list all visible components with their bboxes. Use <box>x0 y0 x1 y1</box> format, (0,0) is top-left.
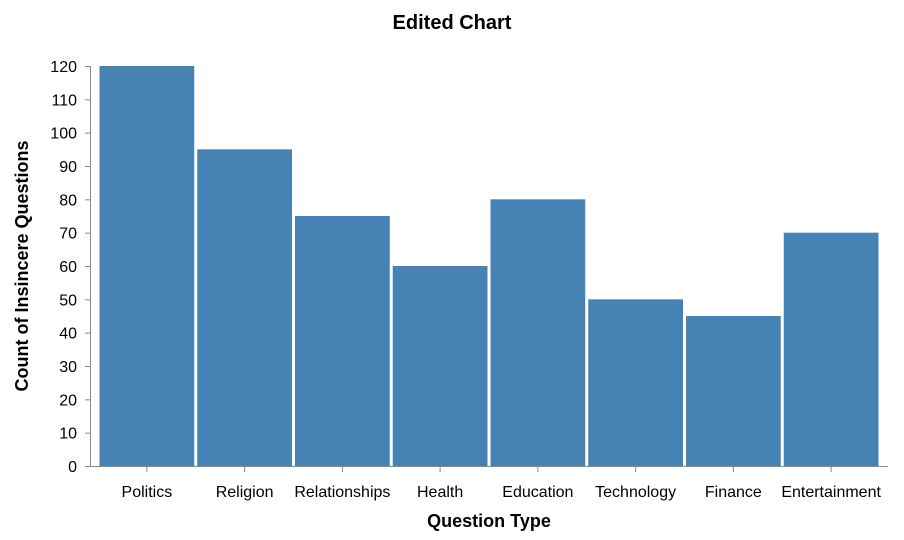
y-tick-label: 50 <box>59 292 77 309</box>
y-axis: 0 10 20 30 40 50 60 70 80 90 100 110 120 <box>50 59 91 476</box>
y-tick-label: 80 <box>59 192 77 209</box>
bar-health <box>392 266 488 466</box>
bar-education <box>490 199 586 466</box>
y-tick-label: 110 <box>51 92 77 109</box>
y-axis-title: Count of Insincere Questions <box>12 140 32 391</box>
y-tick-label: 40 <box>59 326 77 343</box>
y-tick-label: 0 <box>68 459 77 476</box>
x-tick-label: Politics <box>122 484 173 501</box>
bar-politics <box>99 66 195 466</box>
y-tick-label: 90 <box>59 159 77 176</box>
y-tick-label: 20 <box>59 392 77 409</box>
bar-finance <box>686 316 781 466</box>
x-axis: Politics Religion Relationships Health Educa… <box>90 466 888 501</box>
x-tick-label: Education <box>502 484 573 501</box>
bars-group <box>99 66 879 466</box>
x-tick-label: Religion <box>216 484 274 501</box>
bar-technology <box>588 299 683 466</box>
x-tick-label: Relationships <box>294 484 390 501</box>
x-tick-label: Health <box>417 484 463 501</box>
x-tick-label: Entertainment <box>781 484 881 501</box>
bar-religion <box>197 149 292 466</box>
x-axis-title: Question Type <box>427 511 551 531</box>
chart-title: Edited Chart <box>393 12 512 34</box>
y-tick-label: 70 <box>59 226 77 243</box>
x-tick-label: Technology <box>595 484 676 501</box>
y-tick-label: 60 <box>59 259 77 276</box>
bar-entertainment <box>783 232 879 466</box>
x-tick-label: Finance <box>705 484 762 501</box>
y-tick-label: 30 <box>59 359 77 376</box>
y-tick-label: 100 <box>50 126 77 143</box>
y-tick-label: 10 <box>59 426 77 443</box>
y-tick-label: 120 <box>50 59 77 76</box>
bar-relationships <box>295 216 390 466</box>
